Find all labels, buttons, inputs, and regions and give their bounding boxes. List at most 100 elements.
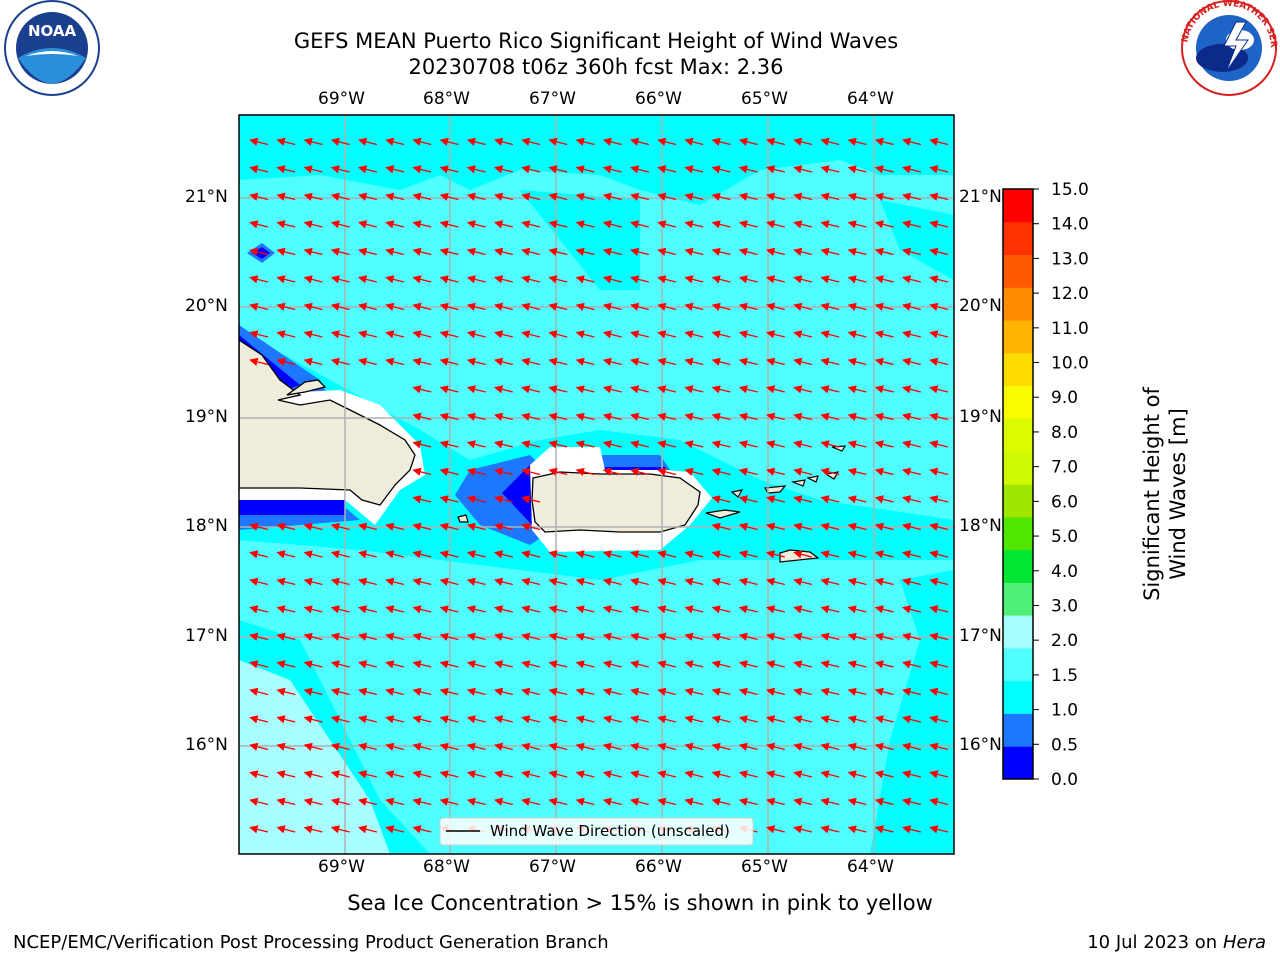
wind-arrow: [385, 577, 405, 586]
wind-arrow: [548, 385, 568, 394]
wind-arrow: [902, 687, 921, 696]
wind-arrow: [630, 577, 649, 586]
colorbar-segment: [1003, 189, 1033, 223]
wind-arrow: [902, 137, 921, 146]
wind-arrow: [548, 412, 568, 421]
wind-arrow: [602, 660, 622, 669]
wind-arrow: [874, 467, 894, 476]
wind-arrow: [412, 247, 432, 256]
wind-arrow: [466, 632, 486, 641]
wind-arrow: [466, 687, 486, 696]
wind-arrow: [847, 275, 867, 284]
wind-arrow: [820, 660, 840, 669]
nws-logo-text: NATIONAL WEATHER SERVICE: [0, 0, 1278, 48]
wind-arrow: [874, 385, 894, 394]
wind-arrow: [766, 742, 785, 751]
wind-arrow: [494, 357, 513, 366]
wind-arrow: [303, 330, 323, 339]
wind-arrow: [847, 770, 867, 779]
wind-arrow: [602, 550, 622, 559]
wind-arrow: [466, 412, 486, 421]
wind-arrow: [847, 302, 867, 311]
wind-arrow: [466, 550, 486, 559]
colorbar-segment: [1003, 451, 1033, 485]
wind-arrow: [684, 192, 704, 201]
wind-arrow: [330, 330, 350, 339]
wind-arrow: [412, 742, 432, 751]
wind-arrow: [439, 220, 459, 229]
wind-arrow: [847, 412, 867, 421]
wind-arrow: [766, 577, 785, 586]
lon-label-bottom: 65°W: [741, 857, 788, 877]
wind-arrow: [630, 467, 649, 476]
wind-arrow: [521, 660, 541, 669]
wind-arrow: [276, 192, 296, 201]
wind-arrow: [684, 550, 704, 559]
wind-arrow: [602, 715, 622, 724]
wind-arrow: [847, 440, 867, 449]
wind-arrow: [358, 687, 377, 696]
wind-arrow: [793, 467, 813, 476]
wind-arrow: [412, 550, 432, 559]
wind-arrow: [385, 660, 405, 669]
wind-arrow: [276, 165, 296, 174]
wind-arrow: [385, 357, 405, 366]
wind-arrow: [630, 632, 649, 641]
wind-arrow: [902, 522, 921, 531]
wind-arrow: [684, 275, 704, 284]
wind-arrow: [902, 412, 921, 421]
wind-arrow: [766, 495, 785, 504]
wind-arrow: [820, 220, 840, 229]
wind-arrow: [521, 550, 541, 559]
wind-arrow: [711, 192, 731, 201]
lat-label-left: 19°N: [185, 407, 228, 427]
wind-arrow: [602, 687, 622, 696]
wind-arrow: [358, 522, 377, 531]
wind-arrow: [330, 357, 350, 366]
wind-arrow: [575, 275, 595, 284]
wind-arrow: [630, 550, 649, 559]
wind-arrow: [439, 577, 459, 586]
wind-arrow: [657, 192, 677, 201]
colorbar-tick-label: 10.0: [1051, 354, 1089, 374]
wind-arrow: [521, 220, 541, 229]
wind-arrow: [657, 715, 677, 724]
colorbar-tick-label: 3.0: [1051, 596, 1078, 616]
wind-arrow: [249, 220, 269, 229]
wind-arrow: [766, 440, 785, 449]
wind-arrow: [249, 715, 269, 724]
wind-arrow: [466, 660, 486, 669]
wind-arrow: [793, 440, 813, 449]
wind-arrow: [466, 247, 486, 256]
wind-arrow: [575, 660, 595, 669]
wind-arrow: [820, 412, 840, 421]
lon-label-top: 67°W: [529, 89, 576, 109]
wind-arrow: [820, 687, 840, 696]
lon-label-bottom: 67°W: [529, 857, 576, 877]
wind-arrow: [630, 742, 649, 751]
wind-arrow: [793, 577, 813, 586]
colorbar-segment: [1003, 484, 1033, 518]
wind-arrow: [439, 247, 459, 256]
wind-arrow: [602, 605, 622, 614]
wind-arrow: [711, 165, 731, 174]
colorbar-tick-label: 11.0: [1051, 319, 1089, 339]
wind-arrow: [385, 165, 405, 174]
lon-label-top: 64°W: [847, 89, 894, 109]
wind-arrow: [738, 715, 758, 724]
wind-arrow: [766, 770, 785, 779]
wind-arrow: [902, 632, 921, 641]
colorbar-segment: [1003, 418, 1033, 452]
wind-arrow: [874, 550, 894, 559]
wind-arrow: [466, 192, 486, 201]
wind-arrow: [412, 220, 432, 229]
colorbar-segment: [1003, 254, 1033, 288]
wind-arrow: [412, 385, 432, 394]
wind-arrow: [602, 412, 622, 421]
wind-arrow: [766, 302, 785, 311]
lon-label-bottom: 66°W: [635, 857, 682, 877]
wind-arrow: [711, 687, 731, 696]
wind-arrow: [249, 660, 269, 669]
wind-arrow: [521, 192, 541, 201]
wind-arrow: [711, 220, 731, 229]
